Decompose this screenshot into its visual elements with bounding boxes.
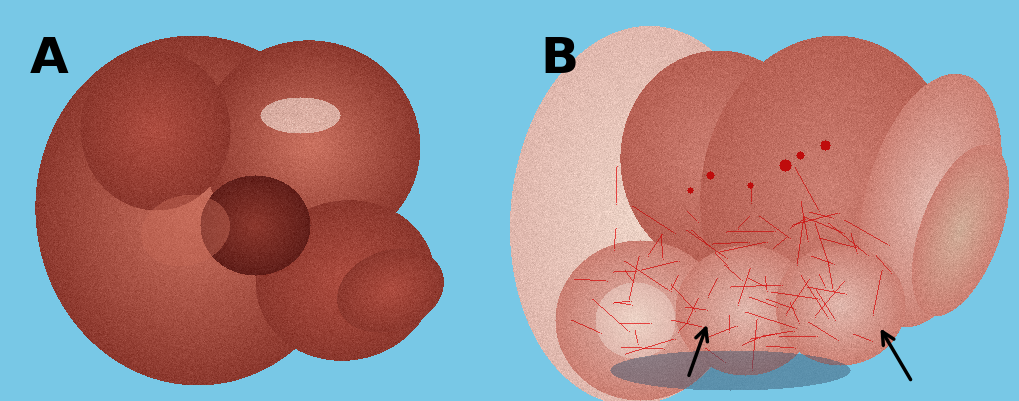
Text: A: A <box>30 35 68 83</box>
Text: B: B <box>539 35 578 83</box>
